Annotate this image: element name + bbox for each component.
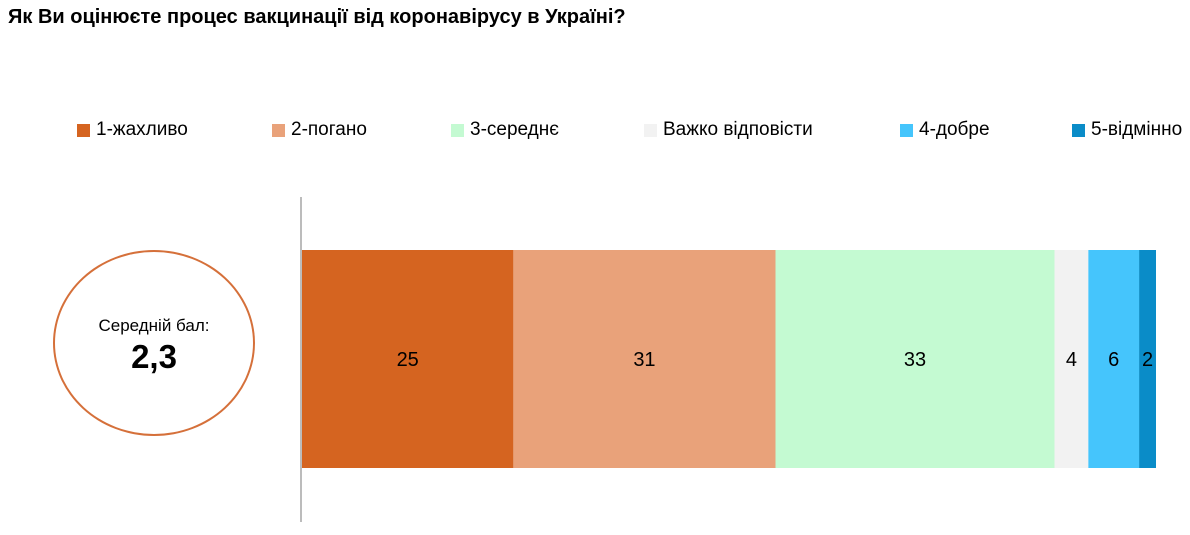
legend-item-1: 1-жахливо [77,118,188,142]
bar-segments [302,250,1156,468]
bar-segment-3 [775,250,1055,468]
data-labels: 25 31 33 4 6 2 [397,349,1154,371]
legend-item-3: 3-середнє [451,118,559,142]
legend-label-1: 1-жахливо [96,119,188,140]
legend-label-4: Важко відповісти [663,119,813,140]
legend-label-3: 3-середнє [470,119,559,140]
legend-swatch-6 [1072,123,1085,137]
legend-item-4: Важко відповісти [644,118,813,142]
data-label-1: 25 [397,349,419,371]
legend-swatch-2 [272,123,285,137]
legend-swatch-4 [644,123,657,137]
legend-label-2: 2-погано [291,119,367,140]
legend-swatch-1 [77,123,90,137]
bar-segment-1 [302,250,514,468]
average-score-circle: Середній бал: 2,3 [53,250,255,436]
legend-label-5: 4-добре [919,119,990,140]
legend-item-6: 5-відмінно [1072,118,1182,142]
legend-item-2: 2-погано [272,118,367,142]
bar-segment-5 [1088,250,1140,468]
bar-segment-6 [1139,250,1156,468]
legend-swatch-3 [451,123,464,137]
data-label-3: 33 [904,349,926,371]
legend-swatch-5 [900,123,913,137]
bar-segment-4 [1054,250,1089,468]
data-label-6: 2 [1142,349,1153,371]
legend-label-6: 5-відмінно [1091,119,1183,140]
data-label-5: 6 [1108,349,1119,371]
chart-title: Як Ви оцінюєте процес вакцинації від кор… [8,6,626,28]
data-label-4: 4 [1066,349,1077,371]
average-score-label: Середній бал: [98,316,210,335]
data-label-2: 31 [633,349,655,371]
legend-item-5: 4-добре [900,118,990,142]
average-score-value: 2,3 [131,338,177,375]
bar-segment-2 [513,250,776,468]
legend: 1-жахливо 2-погано 3-середнє Важко відпо… [0,118,1190,142]
